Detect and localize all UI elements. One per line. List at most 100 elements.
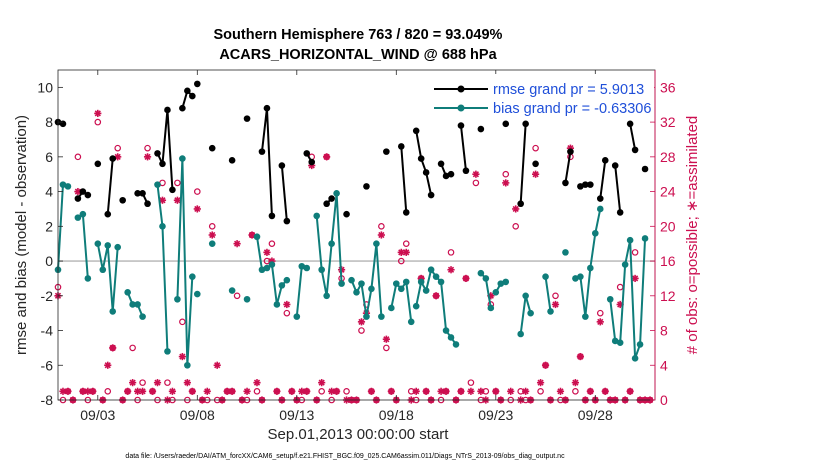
bias-point <box>368 285 375 293</box>
bias-point <box>353 289 360 296</box>
bias-point <box>129 301 136 308</box>
obs-assimilated-marker <box>402 248 410 256</box>
obs-assimilated-marker <box>208 231 216 239</box>
obs-assimilated-marker <box>243 387 251 395</box>
bias-point <box>611 337 619 345</box>
bias-point <box>174 295 181 303</box>
obs-possible-marker <box>596 309 604 317</box>
bias-point <box>358 280 365 287</box>
obs-assimilated-marker <box>318 379 326 387</box>
obs-possible-marker <box>358 327 365 334</box>
rmse-point <box>134 190 141 197</box>
bias-point <box>104 242 112 249</box>
rmse-point <box>562 179 569 187</box>
obs-assimilated-marker <box>462 274 470 283</box>
obs-possible-marker <box>194 188 201 195</box>
y2-tick-label: 8 <box>660 323 668 339</box>
bias-point <box>159 223 166 230</box>
obs-assimilated-marker <box>467 387 475 395</box>
y-tick-label: -6 <box>41 357 54 373</box>
bias-point <box>592 229 599 237</box>
rmse-line-segment <box>599 160 607 199</box>
rmse-point <box>179 104 186 112</box>
obs-assimilated-marker <box>168 387 177 395</box>
y2-tick-label: 20 <box>660 218 676 234</box>
bias-point <box>402 278 410 286</box>
rmse-point <box>159 160 166 168</box>
bias-point <box>114 243 121 251</box>
rmse-point <box>641 165 649 173</box>
bias-point <box>422 287 430 294</box>
rmse-point <box>154 150 161 157</box>
rmse-point <box>189 92 196 100</box>
rmse-point <box>582 181 589 188</box>
rmse-point <box>258 148 266 155</box>
x-axis-label: Sep.01,2013 00:00:00 start <box>268 426 450 443</box>
rmse-point <box>104 210 112 218</box>
obs-possible-marker <box>378 223 385 230</box>
rmse-point <box>631 146 639 154</box>
rmse-line-segment <box>459 125 467 171</box>
obs-assimilated-marker <box>367 387 376 395</box>
rmse-point <box>84 191 92 199</box>
bias-point <box>606 295 614 303</box>
rmse-point <box>412 127 420 135</box>
bias-point <box>273 301 281 308</box>
obs-assimilated-marker <box>522 387 530 395</box>
bias-point <box>596 205 604 213</box>
bias-point <box>293 313 301 320</box>
obs-assimilated-marker <box>596 318 604 326</box>
y-axis-label: rmse and bias (model - observation) <box>13 115 30 355</box>
bias-point <box>572 275 579 282</box>
rmse-point <box>457 122 465 129</box>
obs-assimilated-marker <box>193 205 201 213</box>
plot-area <box>58 70 655 400</box>
obs-assimilated-marker <box>183 379 191 387</box>
rmse-line-segment <box>400 146 408 213</box>
obs-assimilated-marker <box>253 379 261 387</box>
bias-point <box>74 214 82 221</box>
y-tick-label: -2 <box>41 288 54 304</box>
obs-assimilated-marker <box>109 344 117 352</box>
obs-assimilated-marker <box>153 379 162 387</box>
bias-point <box>328 240 335 247</box>
rmse-point <box>59 120 67 128</box>
obs-assimilated-marker <box>298 387 306 395</box>
bias-point <box>59 181 67 188</box>
bias-point <box>283 276 291 284</box>
obs-assimilated-marker <box>138 387 147 395</box>
y2-tick-label: 16 <box>660 253 676 269</box>
bias-point <box>373 240 380 247</box>
obs-assimilated-marker <box>178 352 186 361</box>
rmse-point <box>417 155 425 162</box>
obs-assimilated-marker <box>507 387 515 395</box>
obs-assimilated-marker <box>626 387 634 395</box>
obs-possible-marker <box>208 223 216 230</box>
rmse-point <box>522 120 529 128</box>
obs-assimilated-marker <box>288 387 296 395</box>
rmse-point <box>477 125 485 133</box>
obs-possible-marker <box>402 240 410 247</box>
obs-possible-marker <box>283 309 291 317</box>
obs-possible-marker <box>129 344 136 352</box>
bias-line-segment <box>315 192 343 297</box>
bias-line-segment <box>176 157 194 367</box>
obs-possible-marker <box>104 388 112 395</box>
obs-possible-marker <box>472 179 480 187</box>
rmse-line-segment <box>564 151 572 184</box>
rmse-point <box>139 190 146 197</box>
bias-point <box>124 289 131 296</box>
legend-bias-marker <box>457 104 465 112</box>
obs-assimilated-marker <box>541 361 550 369</box>
x-axis: 09/03 09/08 09/13 09/18 09/23 09/28 <box>80 70 613 423</box>
bias-point <box>323 292 330 300</box>
obs-assimilated-marker <box>303 387 311 395</box>
rmse-point <box>402 209 410 216</box>
bias-point <box>626 236 634 244</box>
obs-assimilated-marker <box>124 387 132 395</box>
bias-point <box>417 278 425 286</box>
bias-point <box>631 355 639 362</box>
obs-assimilated-marker <box>283 300 291 309</box>
rmse-point <box>194 80 201 88</box>
obs-assimilated-marker <box>472 170 480 178</box>
